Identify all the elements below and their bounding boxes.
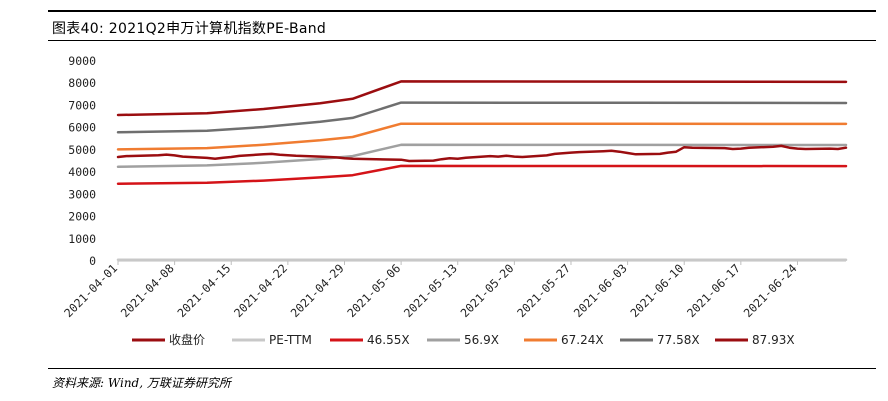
- x-tick-label: 2021-05-13: [401, 261, 460, 320]
- title-rule: [48, 40, 876, 41]
- series-line-56.9X: [116, 143, 848, 169]
- x-tick-label: 2021-06-10: [627, 261, 686, 320]
- x-tick-label: 2021-04-08: [118, 261, 177, 320]
- chart-title: 图表40: 2021Q2申万计算机指数PE-Band: [52, 21, 327, 37]
- y-tick-label: 2000: [68, 210, 96, 224]
- x-tick-label: 2021-06-24: [741, 261, 800, 320]
- legend-label: 67.24X: [561, 333, 604, 347]
- x-tick-label: 2021-05-27: [514, 261, 573, 320]
- x-tick-label: 2021-05-20: [458, 261, 517, 320]
- y-tick-label: 3000: [68, 187, 96, 201]
- series-line-67.24X: [116, 122, 848, 151]
- y-tick-label: 9000: [68, 54, 96, 68]
- legend-label: 87.93X: [752, 333, 795, 347]
- y-tick-label: 6000: [68, 121, 96, 135]
- series-line-46.55X: [116, 164, 848, 185]
- legend-label: 56.9X: [464, 333, 499, 347]
- series-line-收盘价: [116, 144, 848, 163]
- x-tick-label: 2021-06-17: [684, 261, 743, 320]
- x-tick-label: 2021-04-22: [231, 261, 290, 320]
- y-tick-label: 8000: [68, 76, 96, 90]
- top-rule: [48, 10, 876, 12]
- y-tick-label: 5000: [68, 143, 96, 157]
- y-tick-label: 0: [89, 254, 96, 268]
- x-tick-label: 2021-05-06: [344, 261, 403, 320]
- y-tick-label: 4000: [68, 165, 96, 179]
- y-tick-label: 1000: [68, 232, 96, 246]
- legend-label: 46.55X: [367, 333, 410, 347]
- legend-label: 77.58X: [657, 333, 700, 347]
- source-note: 资料来源: Wind, 万联证券研究所: [52, 376, 231, 390]
- y-tick-label: 7000: [68, 98, 96, 112]
- series-line-77.58X: [116, 101, 848, 134]
- series-line-87.93X: [116, 80, 848, 117]
- legend-label: 收盘价: [169, 332, 205, 347]
- x-tick-label: 2021-06-03: [571, 261, 630, 320]
- x-tick-label: 2021-04-29: [288, 261, 347, 320]
- bottom-rule: [48, 368, 876, 369]
- x-tick-label: 2021-04-01: [61, 261, 120, 320]
- x-tick-label: 2021-04-15: [174, 261, 233, 320]
- legend-label: PE-TTM: [269, 333, 312, 347]
